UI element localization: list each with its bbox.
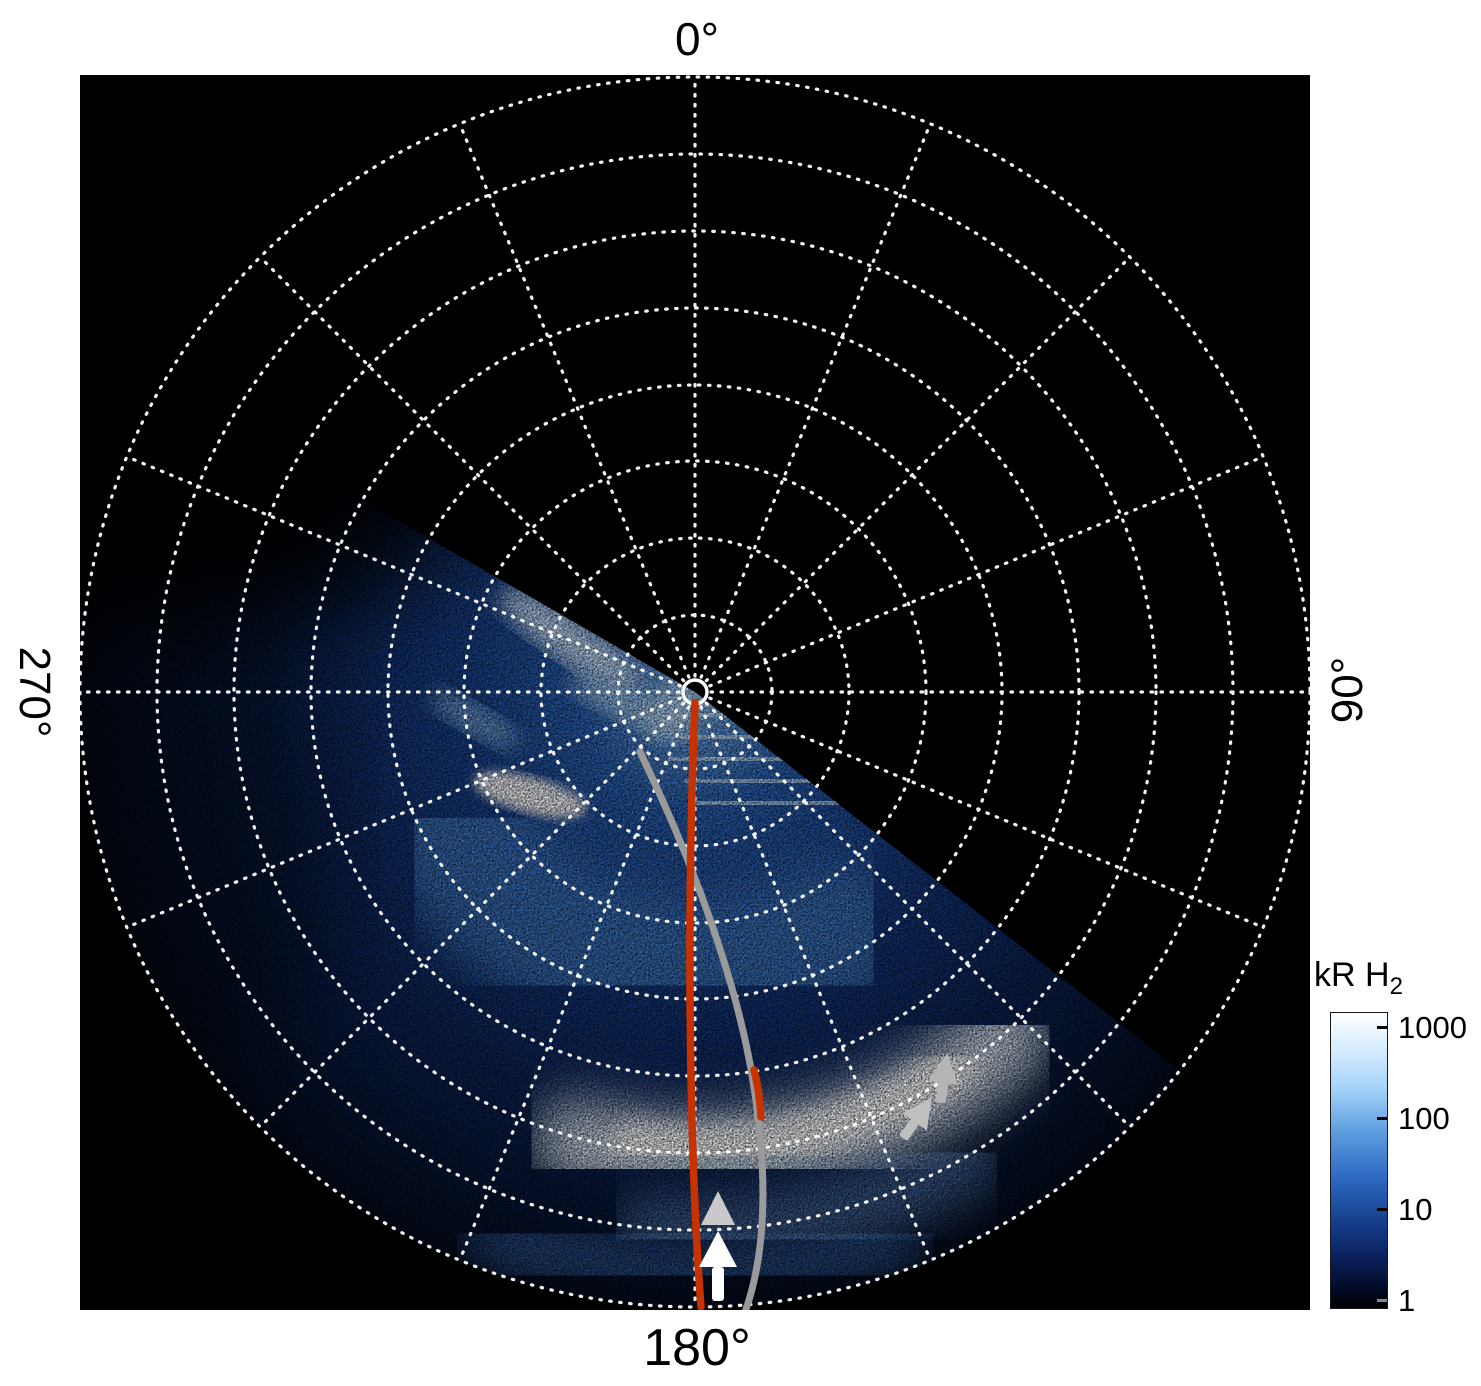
colorbar-title-sub: 2 [1389, 972, 1403, 1000]
angle-label-270: 270° [10, 646, 59, 738]
gray-arrow-right-upper [928, 1053, 959, 1104]
grid-spoke [458, 122, 691, 679]
colorbar-tick-label: 1000 [1398, 1010, 1467, 1045]
red-meridian-line [686, 699, 705, 1310]
angle-label-0: 0° [675, 13, 719, 65]
colorbar-tick-label: 1 [1398, 1283, 1416, 1318]
grid-ring [309, 306, 1081, 1078]
colorbar-tick-label: 100 [1398, 1101, 1450, 1136]
grid-spoke [458, 705, 691, 1262]
colorbar-tick-mark [1377, 1026, 1387, 1029]
gray-trajectory-curve [636, 748, 767, 1310]
grid-spoke [708, 696, 1265, 929]
colorbar-tick-mark [1377, 1208, 1387, 1211]
colorbar-title: kR H2 [1314, 956, 1403, 1001]
gray-arrowhead-bottom [701, 1191, 735, 1225]
grid-spoke [125, 455, 682, 688]
grid-spoke [704, 701, 1132, 1129]
red-segment-on-curve [750, 1066, 765, 1121]
grid-ring [232, 229, 1158, 1155]
white-arrow [699, 1231, 737, 1301]
colorbar-tick-label: 10 [1398, 1192, 1433, 1227]
grid-spoke [704, 255, 1132, 683]
gray-arrow-right-lower [899, 1097, 932, 1141]
grid-ring [539, 536, 851, 848]
colorbar-tick-mark [1377, 1117, 1387, 1120]
grid-spoke [708, 455, 1265, 688]
grid-ring [462, 459, 928, 925]
polar-plot-canvas [80, 75, 1310, 1310]
colorbar-title-main: kR H [1314, 956, 1390, 994]
grid-spoke [258, 255, 686, 683]
colorbar-tick-mark [1377, 1299, 1387, 1302]
grid-spoke [699, 705, 932, 1262]
grid-spoke [258, 701, 686, 1129]
grid-spoke [125, 696, 682, 929]
angle-label-180: 180° [643, 1319, 751, 1377]
polar-plot [80, 75, 1310, 1310]
colorbar-gradient [1330, 1012, 1388, 1309]
grid-spoke [699, 122, 932, 679]
angle-label-90: 90° [1323, 656, 1372, 724]
